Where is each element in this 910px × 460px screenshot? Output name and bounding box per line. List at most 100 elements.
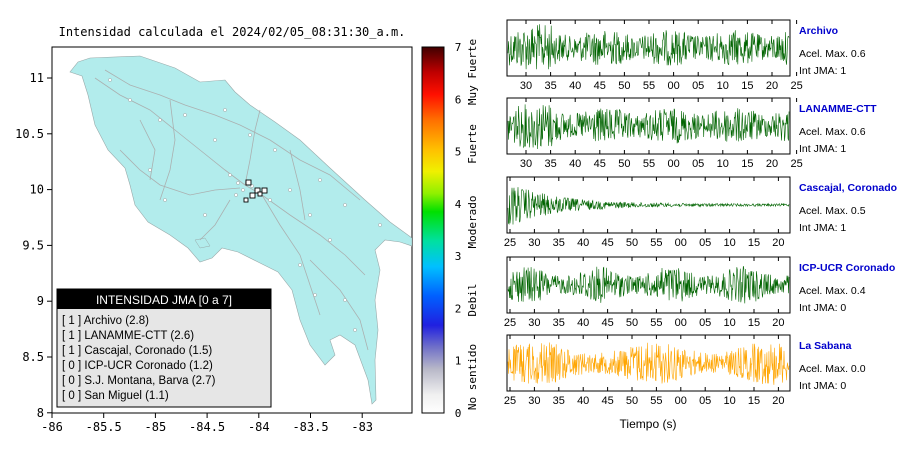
- station-name: La Sabana: [799, 340, 852, 352]
- colorbar-tick-label: 4: [455, 198, 462, 211]
- colorbar-tick-label: 6: [455, 93, 462, 106]
- waveform-tick-label: 10: [723, 395, 735, 407]
- waveform-tick-label: 20: [772, 395, 784, 407]
- legend-item: [ 1 ] Archivo (2.8): [62, 315, 149, 327]
- waveform-tick-label: 25: [504, 237, 516, 249]
- waveform-tick-label: 55: [650, 395, 662, 407]
- waveform-tick-label: 45: [594, 80, 606, 92]
- waveform-tick-label: 00: [675, 395, 687, 407]
- waveform-tick-label: 55: [643, 80, 655, 92]
- waveform-tick-label: 35: [553, 395, 565, 407]
- waveform-panels: 30 35 40 45 50 55 00 05 10 15 20 25 Archivo Acel. Max…: [504, 19, 897, 407]
- intensity-squares: [243, 179, 268, 203]
- waveform-tick-label: 55: [643, 158, 655, 170]
- waveform-tick-label: 05: [699, 395, 711, 407]
- waveform-tick-label: 50: [618, 158, 630, 170]
- map-y-tick-label: 10: [30, 183, 44, 197]
- waveform-tick-label: 10: [723, 317, 735, 329]
- waveform-tick-label: 45: [601, 317, 613, 329]
- waveform-tick-label: 35: [544, 80, 556, 92]
- waveform-tick-label: 40: [569, 80, 581, 92]
- x-axis-label: Tiempo (s): [620, 417, 677, 431]
- waveform-tick-label: 10: [717, 80, 729, 92]
- waveform-trace: [507, 104, 790, 150]
- waveform-trace: [507, 342, 790, 385]
- legend-item: [ 0 ] S.J. Montana, Barva (2.7): [62, 375, 216, 387]
- map-x-tick-label: -84.5: [189, 420, 225, 434]
- waveform-tick-label: 35: [544, 158, 556, 170]
- map-y-tick-label: 10.5: [15, 127, 44, 141]
- waveform-tick-label: 00: [675, 237, 687, 249]
- legend-item: [ 0 ] ICP-UCR Coronado (1.2): [62, 360, 213, 372]
- map-x-tick-label: -85.5: [86, 420, 122, 434]
- map-title: Intensidad calculada el 2024/02/05_08:31…: [59, 25, 406, 39]
- map-x-axis: -86 -85.5 -85 -84.5 -84 -83.5 -83: [41, 413, 373, 434]
- waveform-tick-label: 20: [766, 158, 778, 170]
- waveform-tick-label: 00: [667, 158, 679, 170]
- station-markers: [108, 78, 382, 332]
- waveform-tick-label: 50: [626, 237, 638, 249]
- station-name: Cascajal, Coronado: [799, 182, 897, 194]
- waveform-tick-label: 15: [748, 317, 760, 329]
- legend-item: [ 1 ] Cascajal, Coronado (1.5): [62, 345, 212, 357]
- waveform-tick-label: 25: [790, 158, 802, 170]
- waveform-tick-label: 30: [520, 158, 532, 170]
- map-y-tick-label: 8: [37, 406, 44, 420]
- map-y-tick-label: 8.5: [22, 350, 44, 364]
- waveform-tick-label: 15: [748, 395, 760, 407]
- waveform-tick-label: 00: [675, 317, 687, 329]
- waveform-tick-label: 10: [723, 237, 735, 249]
- accel-max-label: Acel. Max. 0.5: [799, 205, 866, 217]
- costa-rica-landmass: [69, 55, 412, 405]
- waveform-trace: [507, 266, 790, 304]
- map-x-tick-label: -85: [145, 420, 167, 434]
- waveform-panel: 30 35 40 45 50 55 00 05 10 15 20 25 LANAMME-CTT Acel.…: [506, 97, 877, 170]
- colorbar-tick-label: 2: [455, 302, 462, 315]
- accel-max-label: Acel. Max. 0.6: [799, 48, 866, 60]
- waveform-trace: [507, 24, 790, 70]
- int-jma-label: Int JMA: 0: [799, 380, 846, 392]
- station-name: LANAMME-CTT: [799, 103, 877, 115]
- waveform-tick-label: 20: [772, 237, 784, 249]
- waveform-tick-label: 40: [577, 395, 589, 407]
- int-jma-label: Int JMA: 1: [799, 65, 846, 77]
- waveform-panel: 25 30 35 40 45 50 55 00 05 10 15 20 ICP-UCR Coronado…: [504, 256, 895, 329]
- map-x-tick-label: -86: [41, 420, 63, 434]
- colorbar-category-label: Muy Fuerte: [466, 39, 479, 105]
- waveform-tick-label: 25: [790, 80, 802, 92]
- intensity-legend: INTENSIDAD JMA [0 a 7] [ 1 ] Archivo (2.…: [56, 288, 272, 408]
- colorbar-tick-label: 5: [455, 146, 462, 159]
- waveform-tick-label: 15: [741, 158, 753, 170]
- map-y-axis: 11 10.5 10 9.5 9 8.5 8: [15, 71, 52, 420]
- map-y-tick-label: 11: [30, 71, 44, 85]
- waveform-tick-label: 15: [741, 80, 753, 92]
- waveform-tick-label: 10: [717, 158, 729, 170]
- waveform-tick-label: 20: [772, 317, 784, 329]
- waveform-tick-label: 50: [626, 317, 638, 329]
- colorbar-category-label: Fuerte: [466, 124, 479, 164]
- legend-item: [ 1 ] LANAMME-CTT (2.6): [62, 330, 194, 342]
- waveform-tick-label: 45: [601, 237, 613, 249]
- map-x-tick-label: -83: [351, 420, 373, 434]
- int-jma-label: Int JMA: 1: [799, 222, 846, 234]
- waveform-tick-label: 05: [692, 158, 704, 170]
- waveform-tick-label: 40: [569, 158, 581, 170]
- legend-header: INTENSIDAD JMA [0 a 7]: [96, 293, 232, 307]
- station-name: ICP-UCR Coronado: [799, 262, 895, 274]
- waveform-tick-label: 05: [699, 237, 711, 249]
- map-x-tick-label: -83.5: [292, 420, 328, 434]
- waveform-tick-label: 55: [650, 317, 662, 329]
- waveform-tick-label: 55: [650, 237, 662, 249]
- colorbar-tick-label: 1: [455, 355, 462, 368]
- waveform-panel: 25 30 35 40 45 50 55 00 05 10 15 20 La Sabana Acel. M…: [504, 334, 866, 407]
- colorbar-tick-label: 3: [455, 250, 462, 263]
- int-jma-label: Int JMA: 1: [799, 143, 846, 155]
- waveform-panel: 30 35 40 45 50 55 00 05 10 15 20 25 Archivo Acel. Max…: [506, 19, 866, 92]
- station-name: Archivo: [799, 25, 838, 37]
- waveform-tick-label: 05: [692, 80, 704, 92]
- waveform-tick-label: 30: [528, 237, 540, 249]
- accel-max-label: Acel. Max. 0.0: [799, 363, 866, 375]
- accel-max-label: Acel. Max. 0.6: [799, 126, 866, 138]
- map-y-tick-label: 9.5: [22, 238, 44, 252]
